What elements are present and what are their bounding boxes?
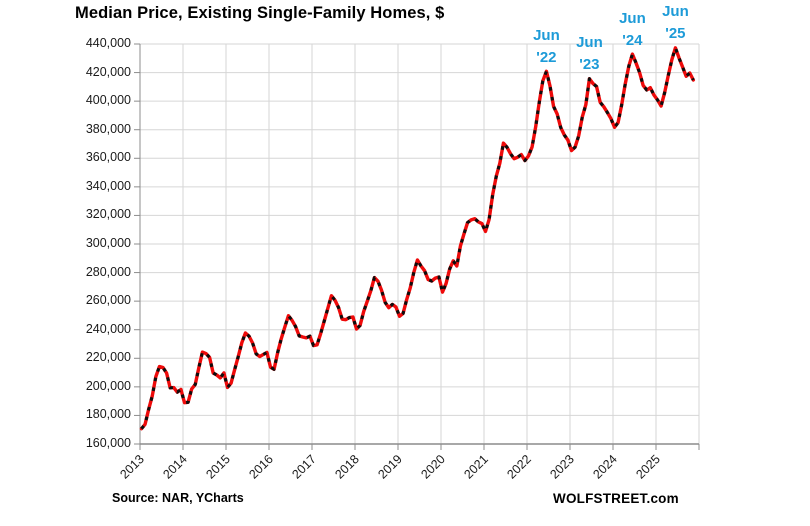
y-tick-label: 380,000: [85, 121, 131, 136]
annotation-month: Jun: [619, 9, 646, 27]
annotation-month: Jun: [662, 3, 689, 21]
annotation-year: '22: [536, 48, 557, 66]
y-tick-label: 200,000: [85, 378, 131, 393]
y-tick-label: 440,000: [85, 36, 131, 50]
y-tick-label: 240,000: [85, 321, 131, 336]
y-tick-label: 220,000: [85, 350, 131, 365]
y-tick-label: 400,000: [85, 93, 131, 108]
y-tick-label: 180,000: [85, 407, 131, 422]
y-tick-label: 420,000: [85, 64, 131, 79]
y-tick-label: 320,000: [85, 207, 131, 222]
y-tick-label: 260,000: [85, 293, 131, 308]
watermark: WOLFSTREET.com: [553, 491, 679, 506]
peak-annotation: Jun '22: [523, 25, 569, 69]
y-tick-label: 160,000: [85, 436, 131, 450]
annotation-month: Jun: [576, 34, 603, 52]
y-tick-label: 280,000: [85, 264, 131, 279]
y-tick-label: 340,000: [85, 178, 131, 193]
source-note: Source: NAR, YCharts: [112, 491, 244, 505]
annotation-month: Jun: [533, 26, 560, 44]
y-tick-label: 300,000: [85, 236, 131, 250]
annotation-year: '25: [665, 25, 686, 43]
peak-annotation: Jun '23: [566, 32, 612, 76]
price-line-dashes: [140, 46, 695, 430]
annotation-year: '23: [579, 56, 600, 74]
annotation-year: '24: [622, 31, 643, 49]
y-tick-label: 360,000: [85, 150, 131, 165]
chart-title: Median Price, Existing Single-Family Hom…: [75, 4, 445, 22]
peak-annotation: Jun '25: [652, 1, 698, 45]
peak-annotation: Jun '24: [609, 8, 655, 52]
price-line-red: [139, 46, 696, 431]
